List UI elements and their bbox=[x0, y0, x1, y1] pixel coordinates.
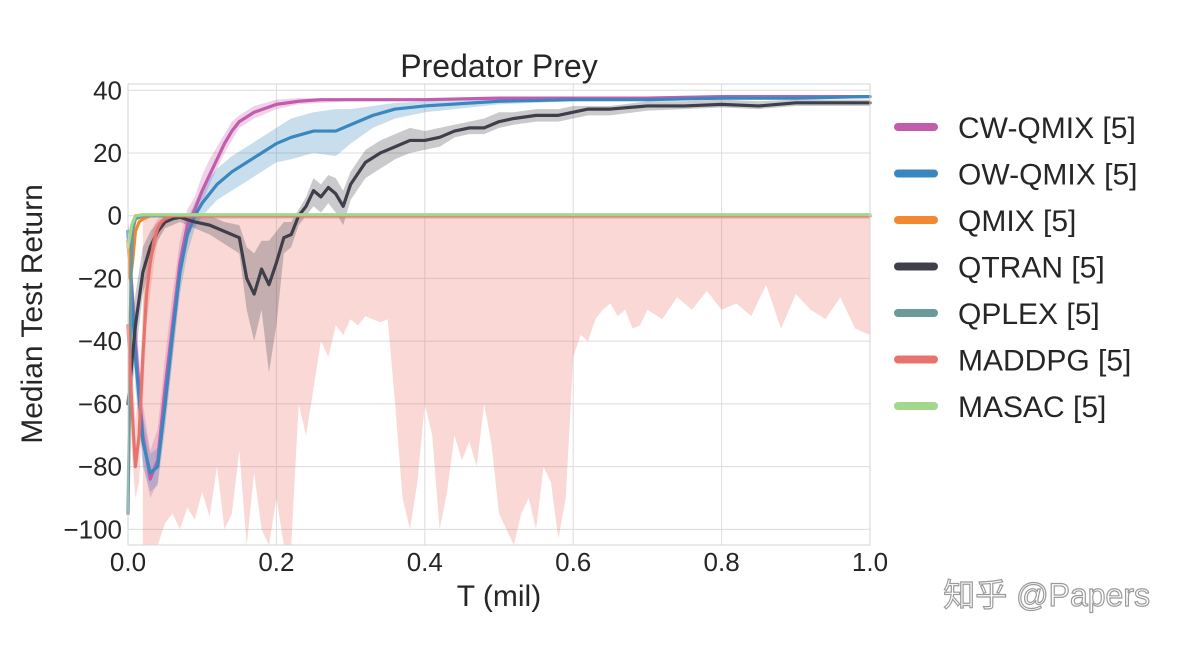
legend-label: QPLEX [5] bbox=[958, 298, 1100, 331]
y-tick-label: 20 bbox=[93, 138, 122, 168]
legend-label: OW-QMIX [5] bbox=[958, 159, 1137, 192]
y-axis-label: Median Test Return bbox=[16, 184, 49, 444]
legend-label: CW-QMIX [5] bbox=[958, 112, 1136, 145]
y-tick-label: −40 bbox=[78, 326, 122, 356]
x-axis-ticks: 0.0 0.2 0.4 0.6 0.8 1.0 bbox=[110, 547, 888, 577]
y-tick-label: 0 bbox=[108, 201, 122, 231]
series-line bbox=[126, 213, 872, 249]
legend-label: MADDPG [5] bbox=[958, 345, 1131, 378]
x-tick-label: 1.0 bbox=[852, 547, 888, 577]
x-tick-label: 0.2 bbox=[258, 547, 294, 577]
x-axis-label: T (mil) bbox=[457, 580, 541, 613]
series-lines bbox=[126, 94, 872, 516]
x-tick-label: 0.8 bbox=[704, 547, 740, 577]
y-tick-label: −60 bbox=[78, 389, 122, 419]
series-line bbox=[126, 94, 872, 475]
legend: CW-QMIX [5] OW-QMIX [5] QMIX [5] QTRAN [5] Q… bbox=[894, 112, 1137, 424]
series-spread-band bbox=[142, 215, 871, 545]
watermark: 知乎 @Papers bbox=[943, 577, 1150, 613]
x-tick-label: 0.4 bbox=[407, 547, 443, 577]
series-band bbox=[128, 99, 870, 436]
plot-frame bbox=[127, 83, 871, 546]
x-tick-label: 0.6 bbox=[555, 547, 591, 577]
legend-label: QTRAN [5] bbox=[958, 252, 1105, 285]
series-line bbox=[126, 101, 872, 406]
y-tick-label: −100 bbox=[63, 514, 122, 544]
y-tick-label: −20 bbox=[78, 263, 122, 293]
legend-label: QMIX [5] bbox=[958, 205, 1076, 238]
confidence-bands bbox=[128, 94, 871, 545]
y-tick-label: 40 bbox=[93, 75, 122, 105]
y-axis-ticks: 40 20 0 −20 −40 −60 −80 −100 bbox=[63, 75, 122, 544]
y-tick-label: −80 bbox=[78, 452, 122, 482]
x-tick-label: 0.0 bbox=[110, 547, 146, 577]
chart-title: Predator Prey bbox=[400, 48, 597, 84]
legend-label: MASAC [5] bbox=[958, 391, 1106, 424]
